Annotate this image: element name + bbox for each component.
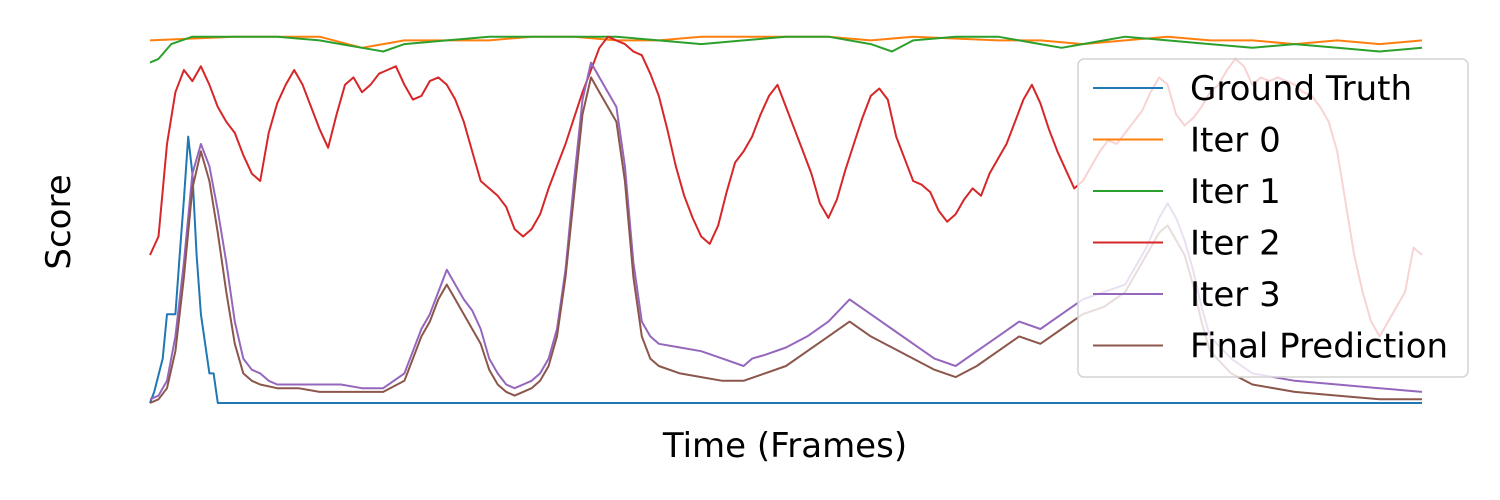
legend-label-2: Iter 1 bbox=[1190, 172, 1281, 212]
y-axis-label: Score bbox=[39, 174, 79, 269]
legend: Ground Truth Iter 0 Iter 1 Iter 2 Iter 3 Fina… bbox=[1077, 58, 1469, 378]
legend-label-1: Iter 0 bbox=[1190, 121, 1281, 161]
series-line-2 bbox=[149, 35, 1423, 64]
legend-label-4: Iter 3 bbox=[1190, 275, 1281, 315]
series-layer bbox=[149, 35, 1423, 404]
legend-label-0: Ground Truth bbox=[1190, 69, 1412, 109]
legend-label-5: Final Prediction bbox=[1190, 327, 1448, 367]
legend-frame bbox=[1077, 58, 1469, 378]
x-axis-label: Time (Frames) bbox=[662, 426, 907, 466]
series-line-0 bbox=[149, 135, 1422, 404]
legend-label-3: Iter 2 bbox=[1190, 224, 1281, 264]
